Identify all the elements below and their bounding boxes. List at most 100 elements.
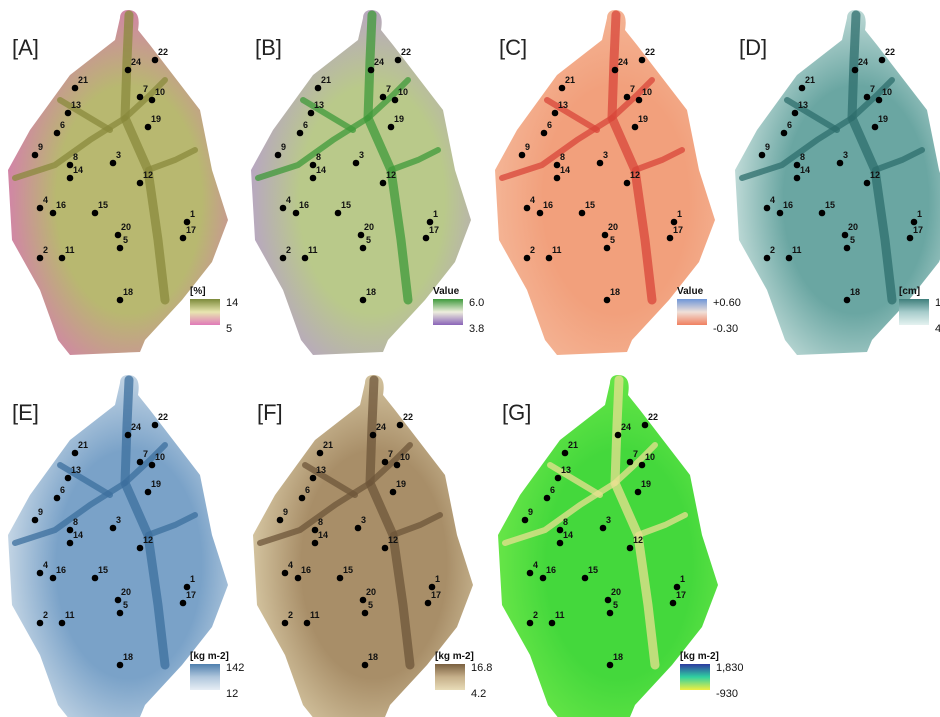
sample-point bbox=[360, 597, 367, 604]
legend-ramp bbox=[190, 664, 220, 690]
point-label: 9 bbox=[38, 142, 43, 152]
point-label: 21 bbox=[568, 440, 578, 450]
sample-point bbox=[554, 175, 561, 182]
point-label: 15 bbox=[98, 200, 108, 210]
legend-title: [cm] bbox=[899, 286, 920, 297]
sample-point bbox=[844, 245, 851, 252]
point-label: 1 bbox=[917, 209, 922, 219]
point-label: 19 bbox=[396, 479, 406, 489]
point-label: 14 bbox=[800, 165, 810, 175]
point-label: 2 bbox=[43, 610, 48, 620]
point-label: 19 bbox=[394, 114, 404, 124]
point-label: 22 bbox=[885, 47, 895, 57]
sample-point bbox=[582, 575, 589, 582]
point-label: 10 bbox=[155, 452, 165, 462]
point-label: 15 bbox=[825, 200, 835, 210]
point-label: 20 bbox=[121, 587, 131, 597]
sample-point bbox=[604, 297, 611, 304]
point-label: 2 bbox=[43, 245, 48, 255]
sample-point bbox=[358, 232, 365, 239]
point-label: 15 bbox=[341, 200, 351, 210]
point-label: 13 bbox=[558, 100, 568, 110]
map-panel: [E]1234567891011121314151617181920212224… bbox=[8, 375, 244, 717]
sample-point bbox=[852, 67, 859, 74]
sample-point bbox=[546, 255, 553, 262]
sample-point bbox=[299, 495, 306, 502]
panel-label: [D] bbox=[739, 35, 767, 60]
sample-point bbox=[149, 97, 156, 104]
sample-point bbox=[624, 94, 631, 101]
point-label: 14 bbox=[316, 165, 326, 175]
panel-label: [G] bbox=[502, 400, 531, 425]
point-label: 6 bbox=[303, 120, 308, 130]
sample-point bbox=[555, 475, 562, 482]
sample-point bbox=[54, 130, 61, 137]
point-label: 19 bbox=[151, 114, 161, 124]
point-label: 14 bbox=[560, 165, 570, 175]
figure: [A]1234567891011121314151617181920212224… bbox=[0, 0, 940, 717]
point-label: 21 bbox=[565, 75, 575, 85]
sample-point bbox=[549, 620, 556, 627]
point-label: 22 bbox=[648, 412, 658, 422]
sample-point bbox=[353, 160, 360, 167]
sample-point bbox=[368, 67, 375, 74]
legend-ramp bbox=[190, 299, 220, 325]
point-label: 13 bbox=[561, 465, 571, 475]
point-label: 3 bbox=[116, 515, 121, 525]
point-label: 24 bbox=[376, 422, 386, 432]
sample-point bbox=[115, 597, 122, 604]
point-label: 2 bbox=[530, 245, 535, 255]
map-panel: [D]1234567891011121314151617181920212224… bbox=[735, 10, 940, 355]
sample-point bbox=[382, 459, 389, 466]
point-label: 6 bbox=[60, 120, 65, 130]
point-label: 9 bbox=[765, 142, 770, 152]
point-label: 11 bbox=[65, 245, 75, 255]
sample-point bbox=[544, 495, 551, 502]
legend-max: 14 bbox=[226, 297, 238, 309]
map-panel: [G]1234567891011121314151617181920212224… bbox=[498, 375, 744, 717]
point-label: 18 bbox=[366, 287, 376, 297]
point-label: 17 bbox=[913, 225, 923, 235]
point-label: 14 bbox=[563, 530, 573, 540]
sample-point bbox=[786, 255, 793, 262]
sample-point bbox=[32, 152, 39, 159]
sample-point bbox=[362, 662, 369, 669]
point-label: 8 bbox=[318, 517, 323, 527]
point-label: 7 bbox=[630, 84, 635, 94]
sample-point bbox=[540, 575, 547, 582]
sample-point bbox=[844, 297, 851, 304]
sample-point bbox=[145, 489, 152, 496]
point-label: 9 bbox=[283, 507, 288, 517]
sample-point bbox=[764, 255, 771, 262]
point-label: 16 bbox=[301, 565, 311, 575]
sample-point bbox=[624, 180, 631, 187]
point-label: 22 bbox=[158, 47, 168, 57]
point-label: 13 bbox=[798, 100, 808, 110]
point-label: 12 bbox=[633, 535, 643, 545]
sample-point bbox=[394, 462, 401, 469]
sample-point bbox=[395, 57, 402, 64]
sample-point bbox=[759, 152, 766, 159]
legend-min: 12 bbox=[226, 688, 238, 700]
point-label: 20 bbox=[366, 587, 376, 597]
sample-point bbox=[37, 255, 44, 262]
point-label: 17 bbox=[186, 590, 196, 600]
legend-title: [kg m-2] bbox=[190, 651, 229, 662]
map-panel: [C]1234567891011121314151617181920212224… bbox=[495, 10, 741, 355]
sample-point bbox=[667, 235, 674, 242]
legend-min: 5 bbox=[226, 323, 232, 335]
point-label: 11 bbox=[310, 610, 320, 620]
sample-point bbox=[879, 57, 886, 64]
point-label: 16 bbox=[543, 200, 553, 210]
sample-point bbox=[37, 570, 44, 577]
point-label: 9 bbox=[528, 507, 533, 517]
sample-point bbox=[335, 210, 342, 217]
point-label: 8 bbox=[563, 517, 568, 527]
legend-min: -930 bbox=[716, 688, 738, 700]
point-label: 12 bbox=[630, 170, 640, 180]
sample-point bbox=[392, 97, 399, 104]
sample-point bbox=[59, 620, 66, 627]
point-label: 6 bbox=[60, 485, 65, 495]
sample-point bbox=[370, 432, 377, 439]
sample-point bbox=[764, 205, 771, 212]
